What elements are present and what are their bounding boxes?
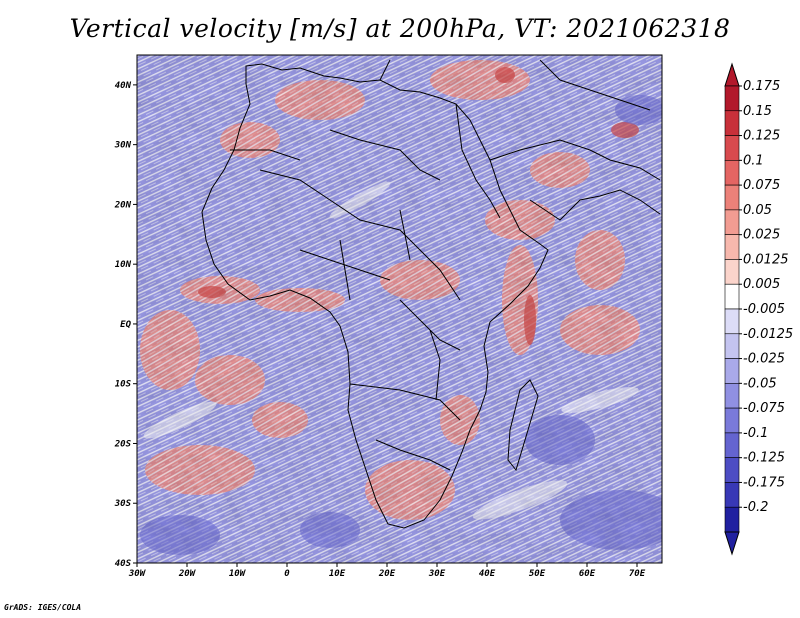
lat-tick-label: 10N — [115, 260, 132, 270]
colorbar-label: 0.175 — [743, 79, 780, 94]
lon-tick-label: 60E — [579, 569, 596, 579]
lat-tick-label: 10S — [115, 380, 132, 390]
lon-tick-label: 20W — [178, 569, 197, 579]
lat-tick-label: 40N — [115, 81, 132, 91]
lon-tick-label: 10W — [229, 569, 247, 579]
colorbar: 0.175 0.15 0.125 0.1 0.075 0.05 0.025 0.0125 0.0… — [724, 62, 793, 556]
colorbar-segment — [724, 283, 740, 310]
colorbar-label: 0.15 — [743, 104, 772, 119]
map-frame — [136, 54, 663, 564]
colorbar-bottom-arrow — [724, 531, 740, 556]
colorbar-label: -0.075 — [743, 401, 785, 416]
colorbar-segment — [724, 506, 740, 533]
colorbar-segment — [724, 234, 740, 260]
lon-tick-label: 70E — [629, 569, 646, 579]
lat-tick-label: 20S — [114, 439, 132, 449]
colorbar-label: 0.025 — [743, 228, 780, 243]
colorbar-label: -0.175 — [743, 475, 785, 490]
lon-tick-label: 40E — [479, 569, 496, 579]
colorbar-segment — [724, 160, 740, 186]
lon-tick-label: 30W — [128, 569, 147, 579]
colorbar-segment — [724, 209, 740, 235]
colorbar-label: 0.0125 — [743, 252, 789, 267]
colorbar-segment — [724, 308, 740, 335]
lon-tick-label: 50E — [529, 569, 546, 579]
colorbar-segment — [724, 457, 740, 483]
velocity-field — [137, 55, 662, 563]
latitude-axis: 40N 30N 20N 10N EQ 10S 20S 30S 40S — [114, 81, 137, 569]
lat-tick-label: 30S — [114, 499, 132, 509]
colorbar-label: -0.005 — [743, 302, 785, 317]
colorbar-segment — [724, 259, 740, 285]
colorbar-segment — [724, 407, 740, 434]
colorbar-segment — [724, 184, 740, 211]
colorbar-label: 0.125 — [743, 129, 780, 144]
lat-tick-label: EQ — [120, 320, 131, 330]
colorbar-segment — [724, 383, 740, 409]
lon-tick-label: 10E — [329, 569, 346, 579]
colorbar-segment — [724, 432, 740, 458]
lat-tick-label: 20N — [114, 200, 132, 210]
footer-credit: GrADS: IGES/COLA — [4, 603, 82, 612]
colorbar-label: -0.05 — [743, 376, 777, 391]
colorbar-label: 0.05 — [743, 203, 772, 218]
coastline-outline — [201, 59, 661, 529]
colorbar-segment — [724, 482, 740, 508]
colorbar-label: 0.075 — [743, 178, 780, 193]
longitude-axis: 30W 20W 10W 0 10E 20E 30E 40E 50E 60E 70E — [128, 563, 646, 579]
colorbar-top-arrow — [724, 62, 740, 87]
colorbar-label: -0.2 — [743, 500, 768, 515]
map-title: Vertical velocity [m/s] at 200hPa, VT: 2… — [69, 14, 731, 43]
lon-tick-label: 30E — [428, 569, 446, 579]
colorbar-segment — [724, 358, 740, 384]
colorbar-segment — [724, 110, 740, 136]
colorbar-label: -0.025 — [743, 352, 785, 367]
colorbar-label: 0.005 — [743, 277, 780, 292]
colorbar-label: -0.125 — [743, 451, 785, 466]
colorbar-segment — [724, 135, 740, 161]
colorbar-label: -0.1 — [743, 426, 768, 441]
lon-tick-label: 0 — [284, 569, 290, 579]
lat-tick-label: 40S — [115, 559, 132, 569]
colorbar-label: 0.1 — [743, 153, 764, 168]
lat-tick-label: 30N — [114, 141, 132, 151]
lon-tick-label: 20E — [378, 569, 396, 579]
colorbar-segment — [724, 333, 740, 359]
colorbar-label: -0.0125 — [743, 327, 793, 342]
colorbar-segment — [724, 85, 740, 112]
